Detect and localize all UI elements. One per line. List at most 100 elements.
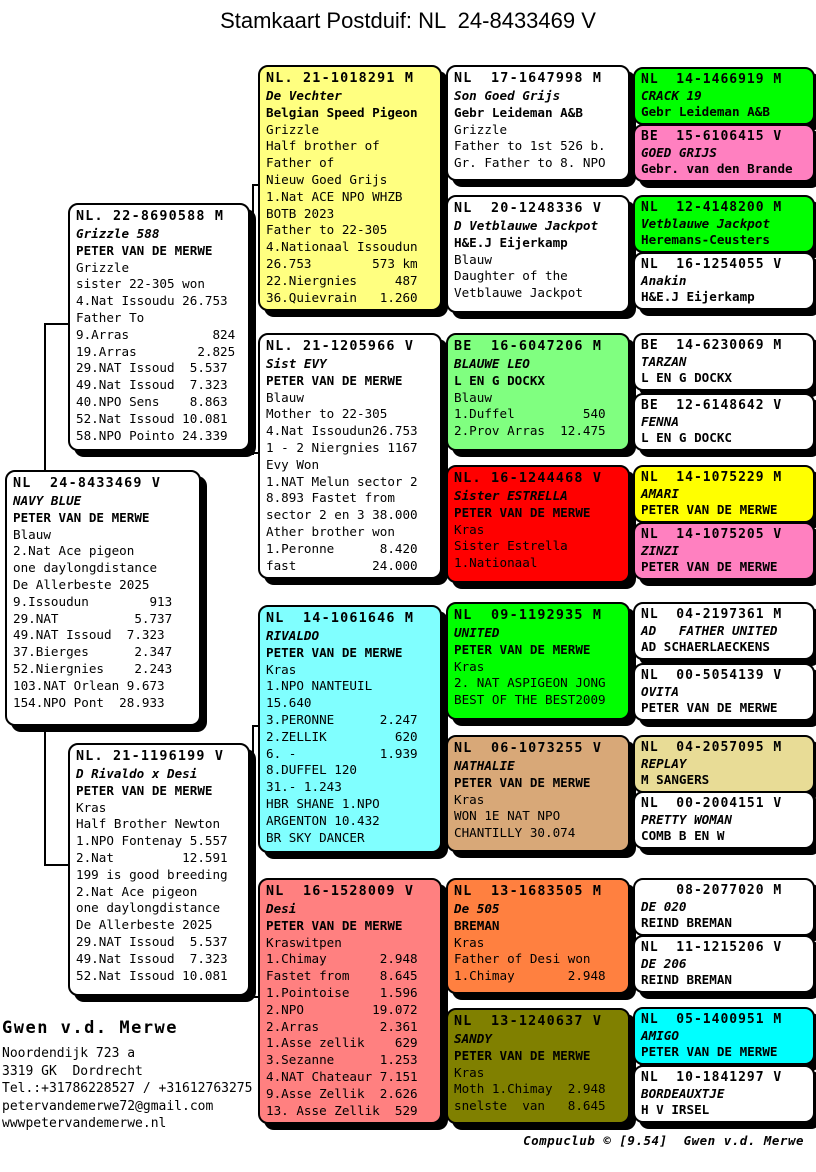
pedigree-connector-line [630,92,635,94]
ring-number: NL 14-1466919 M [641,72,783,87]
pedigree-connector-line [630,688,635,690]
pigeon-box-gg1: NL 17-1647998 M Son Goed Grijs Gebr Leidem… [446,65,630,181]
pigeon-name: NAVY BLUE [13,493,82,508]
pigeon-box-g2: NL. 21-1205966 V Sist EVY PETER VAN DE MER… [258,333,442,579]
pigeon-box-h2: BE 15-6106415 V GOED GRIJS Gebr. van den B… [633,124,815,182]
owner-name: L EN G DOCKC [641,429,732,445]
pigeon-name: BORDEAUXTJE [641,1086,725,1101]
pedigree-connector-line [630,490,635,492]
pedigree-connector-line [630,1033,632,1092]
pigeon-name: RIVALDO [266,628,320,643]
ring-number: NL 16-1528009 V [266,884,415,899]
pigeon-box-gg3: BE 16-6047206 M BLAUWE LEO L EN G DOCKX Bla… [446,333,630,451]
pigeon-name: GOED GRIJS [641,145,717,160]
pedigree-connector-line [443,389,445,522]
pigeon-box-h1: NL 14-1466919 M CRACK 19 Gebr Leideman A&B [633,67,815,125]
owner-name: AD SCHAERLAECKENS [641,638,770,654]
owner-name: PETER VAN DE MERWE [454,774,591,790]
ring-number: NL 00-5054139 V [641,668,783,683]
ring-number: NL. 21-1018291 M [266,71,415,86]
pigeon-name: Desi [266,901,297,916]
ring-number: NL 12-4148200 M [641,200,783,215]
pigeon-box-p2: NL. 21-1196199 V D Rivaldo x Desi PETER VA… [68,743,250,996]
performance-lines: Kras Half Brother Newton 1.NPO Fontenay … [76,799,228,983]
pigeon-box-gg5: NL 09-1192935 M UNITED PETER VAN DE MERWE K… [446,602,630,720]
owner-name: PETER VAN DE MERWE [76,782,213,798]
pigeon-box-h3: NL 12-4148200 M Vetblauwe Jackpot Heremans… [633,195,815,253]
pigeon-box-h10: NL 00-5054139 V OVITA PETER VAN DE MERWE [633,663,815,721]
pigeon-name: DE 206 [641,956,687,971]
owner-name: REIND BREMAN [641,971,732,987]
owner-name: REIND BREMAN [641,914,732,930]
performance-lines: Blauw Daughter of the Vetblauwe Jackpot [454,251,583,301]
ring-number: BE 16-6047206 M [454,339,603,354]
ring-number: NL 13-1683505 M [454,884,603,899]
ring-number: NL 17-1647998 M [454,71,603,86]
owner-name: PETER VAN DE MERWE [641,1043,778,1059]
performance-lines: Blauw Mother to 22-305 4.Nat Issoudun26.… [266,389,418,573]
pedigree-connector-line [630,149,635,151]
breeder-contact-block: Gwen v.d. Merwe Noordendijk 723 a 3319 G… [2,1018,252,1133]
pigeon-name: Sist EVY [266,356,327,371]
footer-credit: Compuclub © [9.54] Gwen v.d. Merwe [523,1133,804,1148]
breeder-address: Noordendijk 723 a 3319 GK Dordrecht Tel.… [2,1046,253,1132]
performance-lines: Kras 2. NAT ASPIGEON JONG BEST OF THE BE… [454,658,606,708]
pedigree-connector-line [630,418,635,420]
performance-lines: Kras Moth 1.Chimay 2.948 snelste van 8.6… [454,1064,606,1114]
owner-name: BREMAN [454,917,500,933]
pigeon-box-h6: BE 12-6148642 V FENNA L EN G DOCKC [633,393,815,451]
performance-lines: Blauw 2.Nat Ace pigeon one daylongdistan… [13,526,173,710]
pigeon-box-h5: BE 14-6230069 M TARZAN L EN G DOCKX [633,333,815,391]
pigeon-name: CRACK 19 [641,88,702,103]
ring-number: NL. 21-1205966 V [266,339,415,354]
pigeon-box-h11: NL 04-2057095 M REPLAY M SANGERS [633,735,815,793]
owner-name: COMB B EN W [641,827,725,843]
pigeon-name: AD FATHER UNITED [641,623,778,638]
pedigree-connector-line [630,628,632,690]
owner-name: PETER VAN DE MERWE [641,699,778,715]
pigeon-box-g4: NL 16-1528009 V Desi PETER VAN DE MERWE Kra… [258,878,442,1124]
pedigree-connector-line [443,120,445,252]
pigeon-name: SANDY [454,1031,492,1046]
pigeon-box-main: NL 24-8433469 V NAVY BLUE PETER VAN DE MER… [5,470,201,726]
pigeon-box-g1: NL. 21-1018291 M De Vechter Belgian Speed … [258,65,442,311]
pigeon-name: De Vechter [266,88,342,103]
pigeon-name: REPLAY [641,756,687,771]
pigeon-box-h14: NL 11-1215206 V DE 206 REIND BREMAN [633,935,815,993]
pigeon-name: Grizzle 588 [76,226,160,241]
pedigree-connector-line [630,903,635,905]
pigeon-name: Vetblauwe Jackpot [641,216,770,231]
pedigree-connector-line [252,996,260,998]
pigeon-name: TARZAN [641,354,687,369]
owner-name: PETER VAN DE MERWE [76,242,213,258]
pigeon-box-h12: NL 00-2004151 V PRETTY WOMAN COMB B EN W [633,791,815,849]
ring-number: 08-2077020 M [641,883,783,898]
ring-number: NL 04-2197361 M [641,607,783,622]
pedigree-connector-line [630,816,635,818]
pigeon-box-p1: NL. 22-8690588 M Grizzle 588 PETER VAN DE … [68,203,250,451]
pedigree-connector-line [44,323,69,325]
owner-name: L EN G DOCKX [641,369,732,385]
owner-name: PETER VAN DE MERWE [454,1047,591,1063]
pigeon-box-h4: NL 16-1254055 V Anakin H&E.J Eijerkamp [633,252,815,310]
owner-name: Gebr Leideman A&B [641,103,770,119]
ring-number: NL 05-1400951 M [641,1012,783,1027]
pigeon-box-h13: 08-2077020 M DE 020 REIND BREMAN [633,878,815,936]
pedigree-connector-line [252,452,260,454]
pigeon-box-gg4: NL. 16-1244468 V Sister ESTRELLA PETER VAN… [446,465,630,583]
pedigree-connector-line [443,934,445,1065]
pedigree-connector-line [630,277,635,279]
pigeon-box-h16: NL 10-1841297 V BORDEAUXTJE H V IRSEL [633,1065,815,1123]
pigeon-box-gg8: NL 13-1240637 V SANDY PETER VAN DE MERWE Kr… [446,1008,630,1124]
owner-name: PETER VAN DE MERWE [266,917,403,933]
performance-lines: Grizzle Half brother of Father of Nieuw … [266,121,418,305]
pigeon-name: D Rivaldo x Desi [76,766,198,781]
pigeon-name: UNITED [454,625,500,640]
owner-name: PETER VAN DE MERWE [641,558,778,574]
ring-number: NL. 22-8690588 M [76,209,225,224]
pigeon-box-gg6: NL 06-1073255 V NATHALIE PETER VAN DE MERW… [446,735,630,852]
page-title: Stamkaart Postduif: NL 24-8433469 V [220,8,596,33]
ring-number: NL 16-1254055 V [641,257,783,272]
owner-name: PETER VAN DE MERWE [454,504,591,520]
